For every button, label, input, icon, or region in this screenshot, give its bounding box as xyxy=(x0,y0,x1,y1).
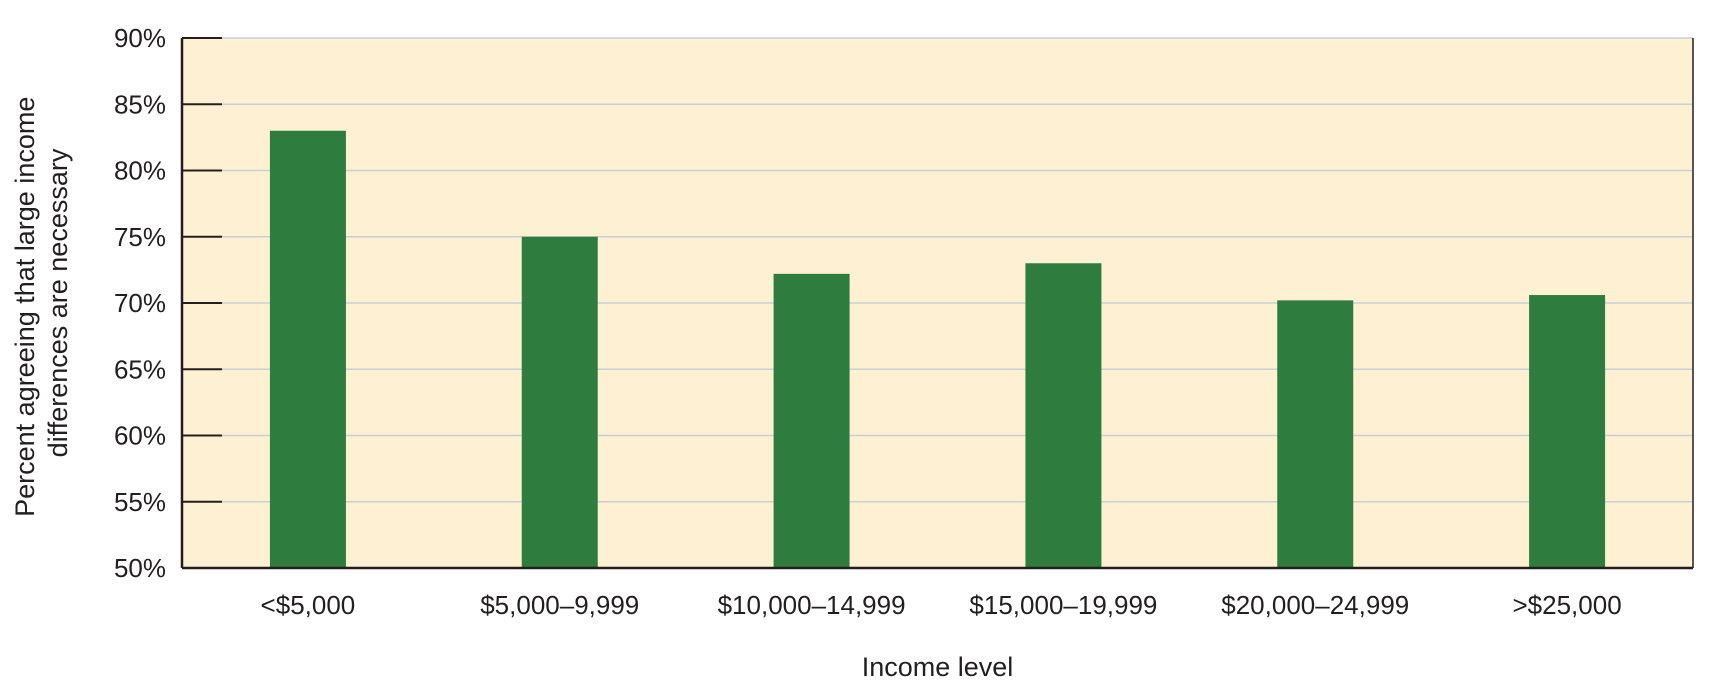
y-tick-label: 80% xyxy=(114,156,166,186)
gridlines xyxy=(182,37,1693,503)
bar xyxy=(269,130,346,568)
x-axis-title: Income level xyxy=(862,652,1014,682)
bar xyxy=(1277,300,1354,568)
x-axis-category-labels: <$5,000 $5,000–9,999 $10,000–14,999 $15,000… xyxy=(261,590,1622,620)
y-axis-title-line-1: Percent agreeing that large income xyxy=(10,97,40,517)
bar xyxy=(1529,295,1606,568)
y-tick-label: 90% xyxy=(114,23,166,53)
y-tick-label: 75% xyxy=(114,222,166,252)
y-tick-label: 55% xyxy=(114,487,166,517)
y-axis-title-line-2: differences are necessary xyxy=(43,148,73,457)
y-tick-label: 85% xyxy=(114,89,166,119)
x-category-label: $5,000–9,999 xyxy=(480,590,639,620)
bar xyxy=(773,273,850,568)
y-tick-label: 70% xyxy=(114,288,166,318)
y-axis-ticks: 50% 55% 60% 65% 70% 75% 80% 85% 90% xyxy=(114,23,222,583)
x-category-label: >$25,000 xyxy=(1512,590,1621,620)
x-category-label: $20,000–24,999 xyxy=(1221,590,1409,620)
y-axis-title: Percent agreeing that large income diffe… xyxy=(10,89,73,517)
bars xyxy=(269,130,1606,568)
bar xyxy=(1025,263,1102,568)
y-tick-label: 60% xyxy=(114,421,166,451)
x-category-label: $15,000–19,999 xyxy=(969,590,1157,620)
bar xyxy=(521,236,598,568)
y-tick-label: 50% xyxy=(114,553,166,583)
x-category-label: $10,000–14,999 xyxy=(718,590,906,620)
x-category-label: <$5,000 xyxy=(261,590,356,620)
y-tick-label: 65% xyxy=(114,354,166,384)
